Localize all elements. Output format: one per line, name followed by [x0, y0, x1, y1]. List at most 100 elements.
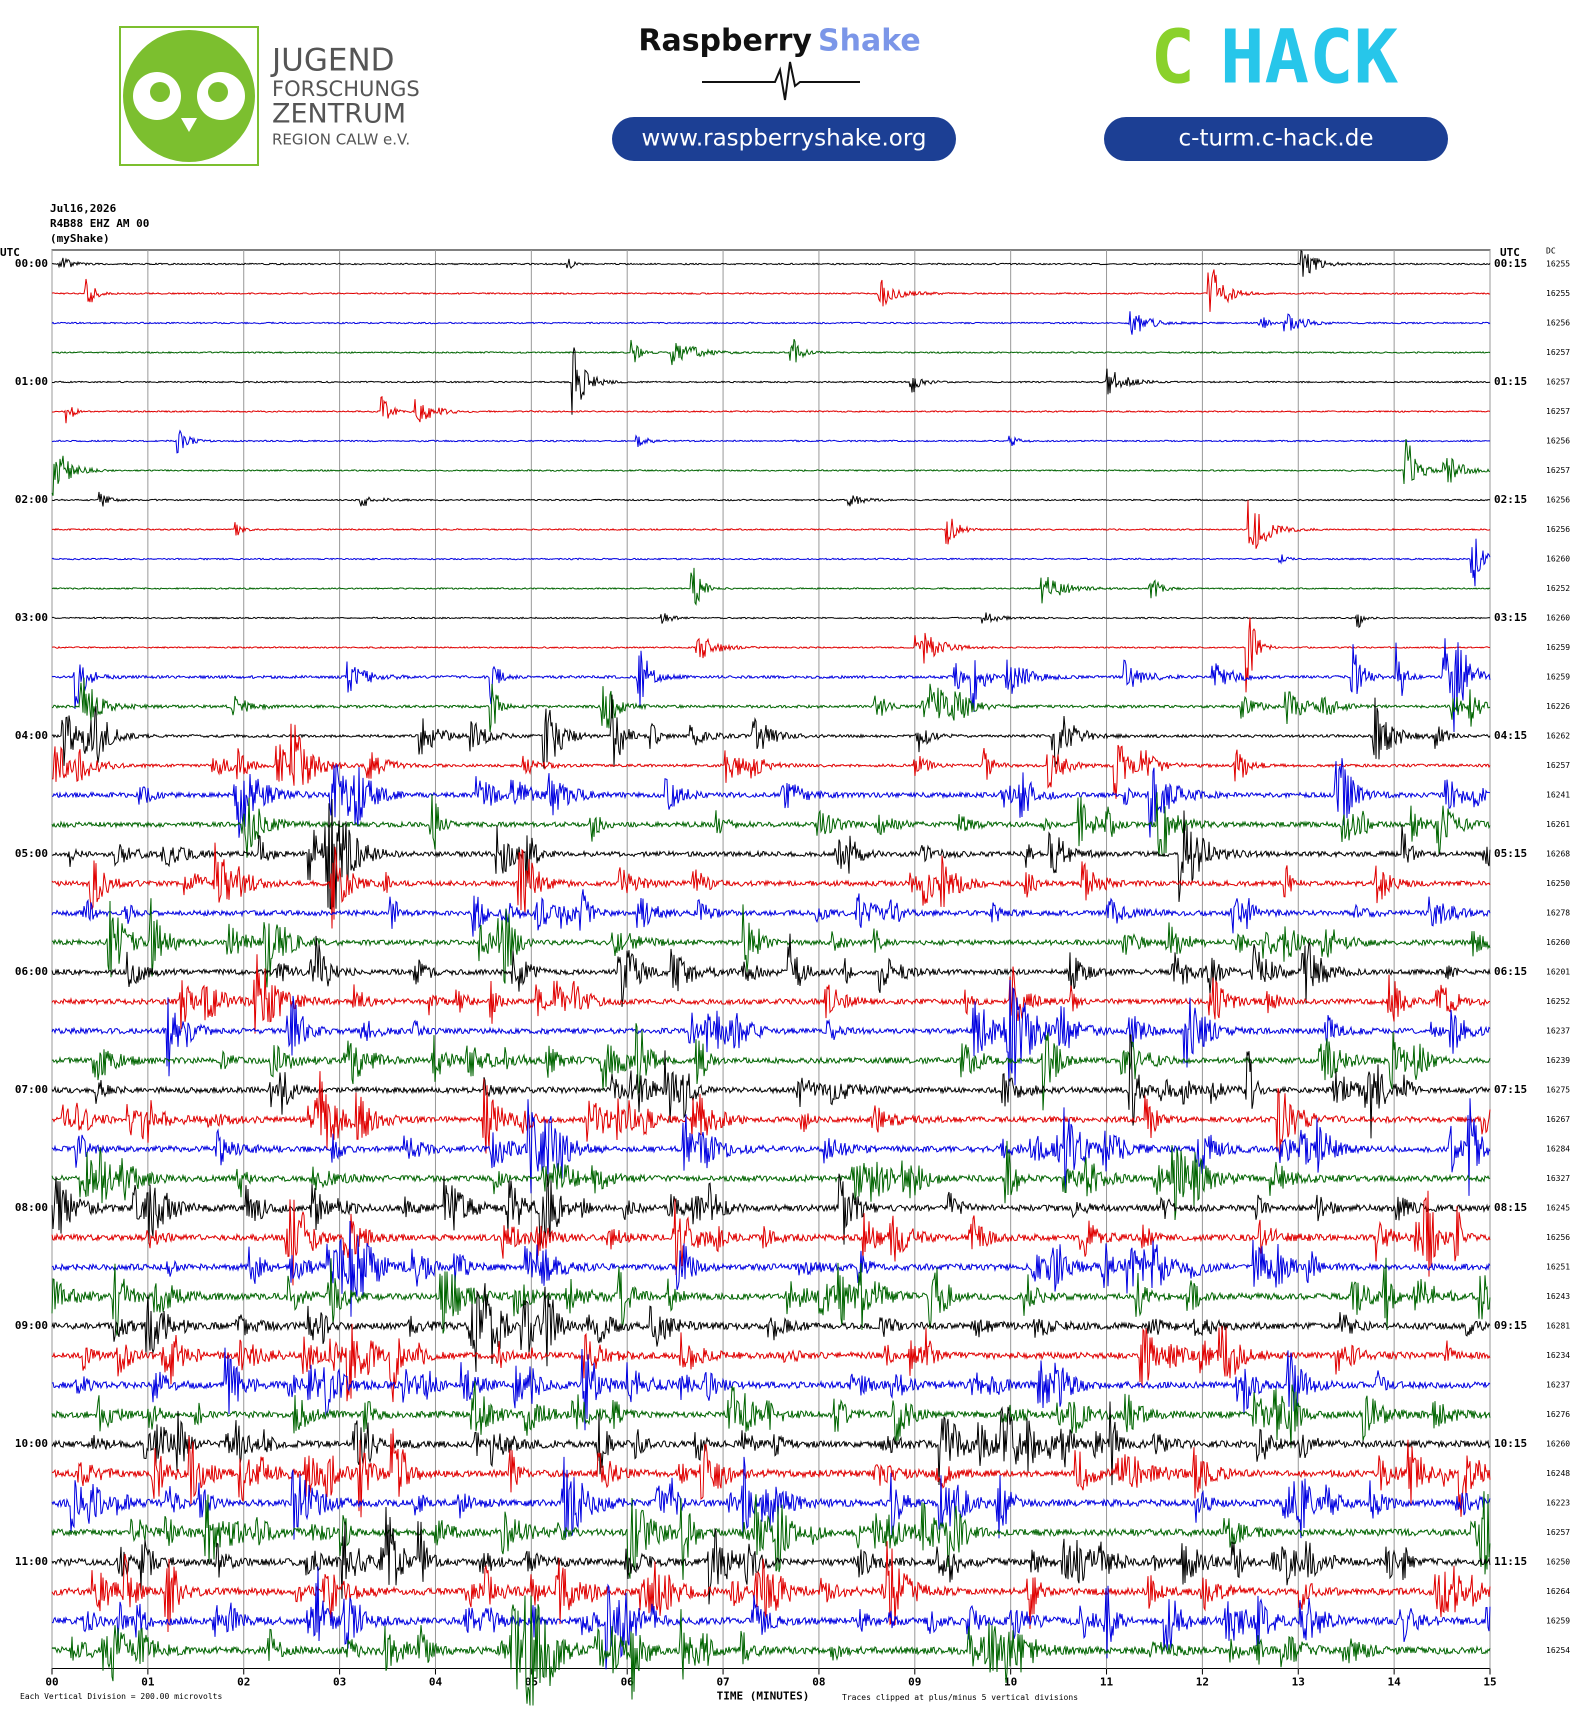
- dc-value: 16259: [1546, 673, 1570, 682]
- trace: [51, 1595, 1491, 1706]
- dc-value: 16257: [1546, 407, 1570, 416]
- trace: [51, 339, 1491, 366]
- trace: [51, 798, 1491, 910]
- dc-value: 16264: [1546, 1587, 1570, 1596]
- dc-value: 16254: [1546, 1646, 1570, 1655]
- left-time-label: 05:00: [15, 847, 48, 860]
- trace: [51, 1098, 1491, 1196]
- right-time-label: 06:15: [1494, 965, 1527, 978]
- trace: [51, 898, 1491, 988]
- trace: [51, 723, 1491, 799]
- trace: [51, 269, 1491, 312]
- trace: [51, 979, 1491, 1087]
- x-tick-label: 14: [1388, 1676, 1402, 1689]
- left-time-label: 00:00: [15, 257, 48, 270]
- trace: [51, 612, 1491, 629]
- right-time-label: 05:15: [1494, 847, 1527, 860]
- x-tick-label: 13: [1292, 1676, 1305, 1689]
- trace: [51, 1506, 1491, 1605]
- trace: [51, 1456, 1491, 1541]
- chack-rest: HACK: [1220, 15, 1399, 101]
- trace: [52, 1220, 1491, 1317]
- left-header: UTC: [0, 246, 20, 259]
- dc-value: 16250: [1546, 1558, 1570, 1567]
- x-tick-label: 12: [1196, 1676, 1209, 1689]
- left-time-label: 03:00: [15, 611, 48, 624]
- dc-value: 16257: [1546, 761, 1570, 770]
- right-time-label: 00:15: [1494, 257, 1527, 270]
- dc-value: 16257: [1546, 348, 1570, 357]
- x-tick-label: 06: [621, 1676, 635, 1689]
- trace: [51, 1380, 1491, 1449]
- dc-value: 16256: [1546, 525, 1570, 534]
- trace: [51, 677, 1491, 732]
- dc-value: 16237: [1546, 1381, 1570, 1390]
- trace: [51, 792, 1491, 858]
- dc-value: 16256: [1546, 437, 1570, 446]
- jfz-text: REGION CALW e.V.: [272, 131, 410, 149]
- trace: [51, 889, 1491, 937]
- dc-value: 16256: [1546, 1233, 1570, 1242]
- trace: [52, 347, 1491, 415]
- right-time-label: 08:15: [1494, 1201, 1527, 1214]
- dc-value: 16223: [1546, 1499, 1570, 1508]
- trace: [51, 1190, 1491, 1286]
- dc-value: 16257: [1546, 378, 1570, 387]
- x-tick-label: 00: [45, 1676, 58, 1689]
- dc-value: 16260: [1546, 938, 1570, 947]
- trace: [51, 438, 1490, 496]
- x-tick-label: 03: [333, 1676, 346, 1689]
- trace: [51, 1323, 1491, 1403]
- rs-name: Raspberry: [638, 24, 812, 59]
- x-tick-label: 09: [908, 1676, 921, 1689]
- trace: [51, 1257, 1491, 1336]
- right-time-label: 09:15: [1494, 1319, 1527, 1332]
- trace: [52, 758, 1491, 838]
- x-tick-label: 15: [1483, 1676, 1496, 1689]
- trace: [51, 694, 1491, 769]
- helicorder: 00 01 02 03 04 05 06 07 08 09 10 11 12 13 14 15 TIME (MI…: [15, 249, 1570, 1706]
- trace: [51, 1401, 1491, 1486]
- right-time-label: 02:15: [1494, 493, 1527, 506]
- dc-value: 16245: [1546, 1204, 1570, 1213]
- left-time-label: 08:00: [15, 1201, 48, 1214]
- left-time-label: 04:00: [15, 729, 48, 742]
- trace: [51, 538, 1491, 587]
- dc-value: 16268: [1546, 850, 1570, 859]
- clip-note: Traces clipped at plus/minus 5 vertical …: [842, 1693, 1078, 1702]
- trace: [51, 1173, 1491, 1247]
- jfz-text: JUGEND: [270, 43, 395, 79]
- left-time-label: 11:00: [15, 1555, 48, 1568]
- x-tick-label: 08: [812, 1676, 825, 1689]
- dc-value: 16239: [1546, 1056, 1570, 1065]
- trace: [51, 250, 1491, 277]
- chack-url[interactable]: c-turm.c-hack.de: [1179, 126, 1374, 152]
- dc-value: 16327: [1546, 1174, 1570, 1183]
- trace: [51, 933, 1491, 1007]
- trace: [51, 638, 1491, 733]
- scale-note: Each Vertical Division = 200.00 microvol…: [20, 1692, 222, 1701]
- trace: [51, 429, 1491, 454]
- dc-value: 16250: [1546, 879, 1570, 888]
- x-tick-label: 01: [141, 1676, 155, 1689]
- x-tick-label: 10: [1004, 1676, 1017, 1689]
- trace: [51, 1023, 1491, 1111]
- chack-c: C: [1150, 15, 1195, 101]
- left-time-label: 01:00: [15, 375, 48, 388]
- dc-value: 16252: [1546, 584, 1570, 593]
- dc-value: 16256: [1546, 319, 1570, 328]
- x-tick-label: 05: [525, 1676, 538, 1689]
- dc-value: 16281: [1546, 1322, 1570, 1331]
- rs-url[interactable]: www.raspberryshake.org: [642, 126, 927, 152]
- left-time-label: 06:00: [15, 965, 48, 978]
- dc-value: 16260: [1546, 614, 1570, 623]
- x-tick-label: 02: [237, 1676, 250, 1689]
- dc-value: 16237: [1546, 1027, 1570, 1036]
- trace: [51, 491, 1491, 507]
- dc-value: 16276: [1546, 1410, 1570, 1419]
- dc-value: 16278: [1546, 909, 1570, 918]
- right-time-label: 11:15: [1494, 1555, 1527, 1568]
- right-time-label: 07:15: [1494, 1083, 1527, 1096]
- dc-value: 16267: [1546, 1115, 1570, 1124]
